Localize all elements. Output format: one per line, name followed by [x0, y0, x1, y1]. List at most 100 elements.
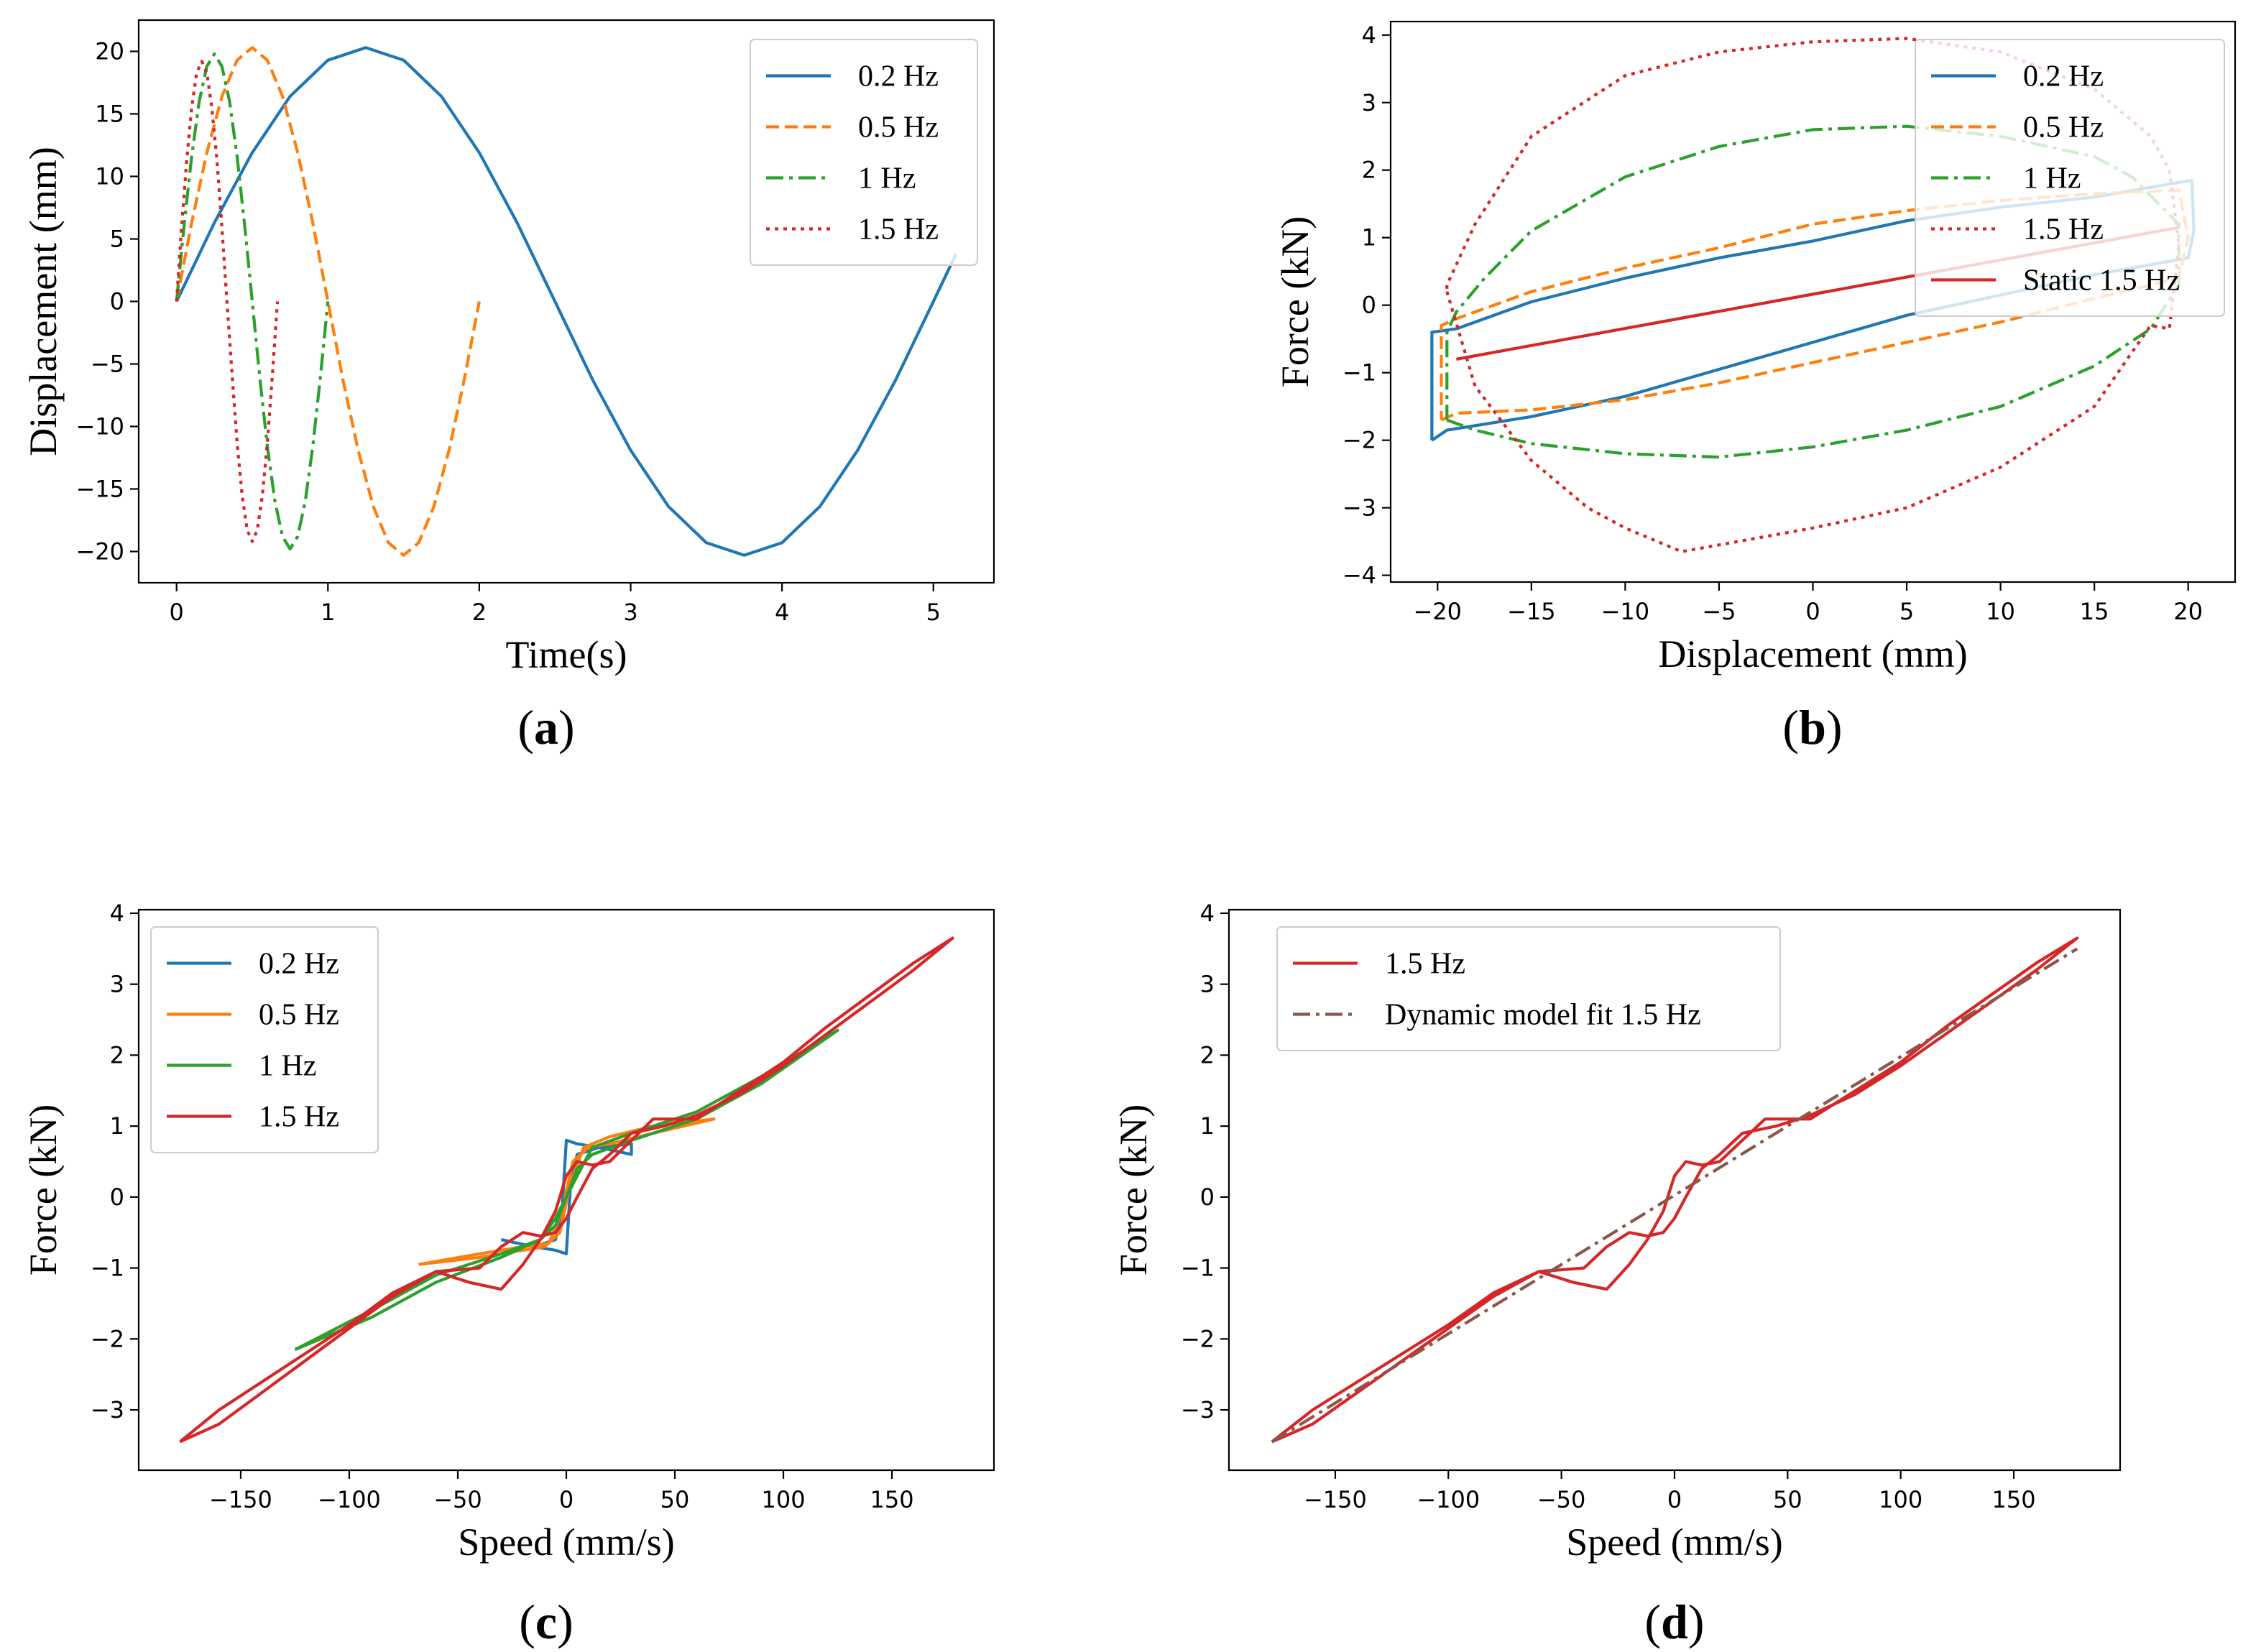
y-tick-label-d-1: −2 — [1181, 1325, 1215, 1352]
y-tick-label-d-3: 0 — [1200, 1183, 1215, 1211]
y-tick-label-a-6: 10 — [95, 163, 124, 190]
y-tick-label-d-4: 1 — [1200, 1112, 1215, 1140]
series-line-c-1 — [418, 1117, 716, 1266]
x-tick-label-d-6: 150 — [1992, 1486, 2036, 1513]
x-axis-label-a: Time(s) — [505, 633, 627, 676]
chart-panel-c: −150 −100 −50 0 50 100 150 −3 −2 −1 0 1 2 3 4 Speed (mm… — [22, 900, 995, 1649]
panel-label-a: (a) — [517, 700, 574, 755]
x-tick-label-a-2: 2 — [472, 599, 487, 626]
x-tick-label-a-4: 4 — [775, 599, 789, 626]
series-line-c-3 — [179, 936, 954, 1444]
legend-box-d — [1276, 926, 1781, 1051]
panel-label-c: (c) — [519, 1595, 574, 1649]
x-tick-label-d-2: −50 — [1537, 1486, 1586, 1513]
y-axis-label-c: Force (kN) — [22, 1104, 65, 1275]
panel-label-b: (b) — [1782, 700, 1842, 755]
y-tick-label-b-3: −1 — [1342, 359, 1376, 387]
x-tick-label-d-0: −150 — [1304, 1486, 1367, 1513]
y-tick-label-c-2: −1 — [91, 1255, 124, 1282]
y-axis-label-b: Force (kN) — [1274, 216, 1317, 387]
y-tick-label-b-4: 0 — [1362, 292, 1376, 319]
panel-label-d: (d) — [1644, 1595, 1704, 1649]
series-line-b-3 — [1445, 37, 2180, 553]
legend-b: 0.2 Hz 0.5 Hz 1 Hz 1.5 Hz Static 1.5 Hz — [1915, 39, 2225, 317]
legend-entry-c-3: 1.5 Hz — [259, 1101, 339, 1134]
legend-entry-b-1: 0.5 Hz — [2023, 111, 2104, 144]
x-tick-label-b-2: −10 — [1601, 598, 1650, 625]
x-tick-label-a-0: 0 — [169, 599, 183, 626]
chart-panel-d: −150 −100 −50 0 50 100 150 −3 −2 −1 0 1 2 3 4 Speed (mm… — [1112, 900, 2122, 1649]
y-tick-label-d-7: 4 — [1200, 900, 1215, 927]
series-line-b-1 — [1440, 188, 2190, 422]
legend-entry-b-3: 1.5 Hz — [2023, 213, 2104, 246]
x-tick-label-c-0: −150 — [209, 1486, 272, 1513]
legend-box-b — [1915, 39, 2225, 317]
y-tick-label-c-7: 4 — [110, 900, 124, 927]
x-tick-label-c-3: 0 — [559, 1486, 574, 1513]
x-tick-label-b-3: −5 — [1702, 598, 1736, 625]
y-tick-label-a-2: −10 — [75, 413, 124, 440]
x-tick-label-c-4: 50 — [660, 1486, 690, 1513]
y-tick-label-c-4: 1 — [110, 1112, 124, 1140]
x-tick-label-d-4: 50 — [1773, 1486, 1802, 1513]
legend-entry-a-2: 1 Hz — [858, 162, 916, 195]
x-axis-label-d: Speed (mm/s) — [1566, 1521, 1782, 1564]
series-line-a-3 — [175, 60, 280, 543]
y-tick-label-b-6: 2 — [1362, 157, 1376, 184]
x-tick-label-b-5: 5 — [1899, 598, 1914, 625]
legend-box-a — [750, 39, 978, 266]
y-axis-label-d: Force (kN) — [1112, 1104, 1155, 1275]
legend-a: 0.2 Hz 0.5 Hz 1 Hz 1.5 Hz — [750, 39, 978, 266]
x-tick-label-b-4: 0 — [1805, 598, 1820, 625]
legend-entry-a-0: 0.2 Hz — [858, 60, 939, 93]
y-tick-label-c-1: −2 — [91, 1325, 124, 1352]
y-tick-label-d-2: −1 — [1181, 1255, 1215, 1282]
series-line-a-2 — [175, 52, 330, 551]
plot-area-a — [175, 46, 958, 557]
series-line-d-1 — [1271, 947, 2078, 1444]
x-tick-label-b-1: −15 — [1507, 598, 1556, 625]
y-tick-label-a-4: 0 — [110, 288, 124, 315]
x-tick-label-b-7: 15 — [2080, 598, 2109, 625]
x-tick-label-c-1: −100 — [318, 1486, 381, 1513]
y-tick-label-b-7: 3 — [1362, 89, 1376, 116]
y-axis-label-a: Displacement (mm) — [22, 147, 65, 456]
y-tick-label-b-1: −3 — [1342, 494, 1376, 522]
series-line-a-1 — [175, 46, 481, 557]
x-tick-label-b-6: 10 — [1986, 598, 2015, 625]
y-tick-label-a-5: 5 — [110, 226, 124, 253]
y-tick-label-a-8: 20 — [95, 38, 124, 65]
x-tick-label-b-8: 20 — [2173, 598, 2203, 625]
legend-entry-c-0: 0.2 Hz — [259, 948, 339, 981]
y-tick-label-c-6: 3 — [110, 971, 124, 998]
y-tick-label-a-0: −20 — [75, 538, 124, 566]
x-axis-label-b: Displacement (mm) — [1658, 632, 1967, 675]
legend-c: 0.2 Hz 0.5 Hz 1 Hz 1.5 Hz — [150, 926, 379, 1153]
x-axis-label-c: Speed (mm/s) — [458, 1521, 674, 1564]
y-tick-label-b-0: −4 — [1342, 562, 1376, 589]
series-line-a-0 — [175, 46, 958, 557]
legend-d: 1.5 Hz Dynamic model fit 1.5 Hz — [1276, 926, 1781, 1051]
legend-box-c — [150, 926, 379, 1153]
y-tick-label-d-0: −3 — [1181, 1396, 1215, 1423]
x-tick-label-d-3: 0 — [1667, 1486, 1682, 1513]
legend-entry-c-2: 1 Hz — [259, 1050, 316, 1083]
chart-panel-b: −20 −15 −10 −5 0 5 10 15 20−4−3−2−101234Displace… — [1274, 20, 2237, 755]
x-tick-label-a-3: 3 — [623, 599, 637, 626]
legend-entry-d-1: Dynamic model fit 1.5 Hz — [1385, 999, 1701, 1032]
y-tick-label-a-3: −5 — [91, 351, 124, 378]
legend-entry-a-1: 0.5 Hz — [858, 111, 939, 144]
x-tick-label-b-0: −20 — [1414, 598, 1463, 625]
series-line-d-0 — [1271, 936, 2079, 1444]
legend-entry-a-3: 1.5 Hz — [858, 213, 939, 246]
x-tick-label-d-5: 100 — [1879, 1486, 1922, 1513]
x-tick-label-a-5: 5 — [926, 599, 941, 626]
x-tick-label-c-5: 100 — [761, 1486, 805, 1513]
y-tick-label-a-7: 15 — [95, 101, 124, 128]
x-tick-label-a-1: 1 — [321, 599, 335, 626]
series-line-c-0 — [500, 1138, 633, 1256]
plot-area-d — [1271, 936, 2079, 1444]
y-tick-label-c-3: 0 — [110, 1183, 124, 1211]
y-tick-label-a-1: −15 — [75, 476, 124, 503]
